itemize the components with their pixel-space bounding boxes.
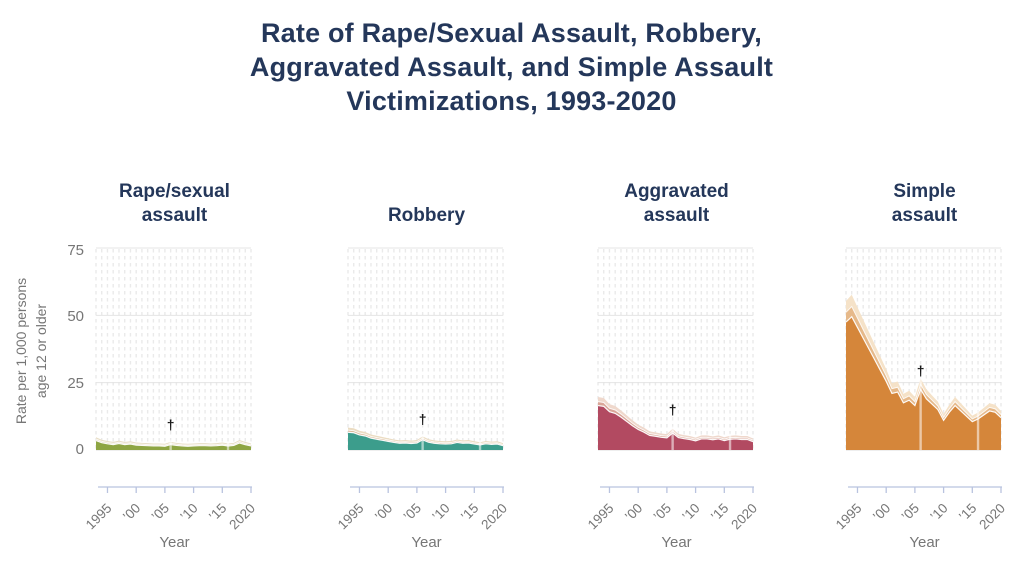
x-tick-label: ’05 — [401, 501, 424, 524]
not-comparable-dagger: † — [917, 363, 925, 379]
x-tick-label: ’15 — [458, 501, 481, 524]
x-tick-label: ’15 — [206, 501, 229, 524]
x-axis-title: Year — [159, 534, 190, 551]
not-comparable-dagger: † — [167, 416, 175, 432]
x-axis-title: Year — [661, 534, 692, 551]
y-tick-25: 25 — [67, 375, 84, 392]
chart-title-line1: Rate of Rape/Sexual Assault, Robbery, — [260, 18, 763, 48]
x-tick-label: ’00 — [622, 501, 645, 524]
x-tick-label: ’10 — [177, 501, 200, 524]
panel-rape-sexual-assault: Rape/sexual assault † 1995’00 ’05’10 ’15 20… — [83, 0, 258, 571]
x-tick-label: 2020 — [478, 501, 510, 533]
panel-title-line2: assault — [891, 205, 958, 226]
area-chart-simple-assault[interactable]: † — [845, 247, 1003, 452]
panel-title-line1: Aggravated — [624, 181, 729, 202]
x-tick-label: ’05 — [899, 501, 922, 524]
x-tick-label: ’05 — [651, 501, 674, 524]
panel-aggravated-assault: Aggravated assault † 1995’00 ’05’10 ’15 202… — [585, 0, 760, 571]
chart-title: Rate of Rape/Sexual Assault, Robbery, Ag… — [0, 16, 1023, 118]
x-tick-label: ’00 — [120, 501, 143, 524]
area-chart-aggravated-assault[interactable]: † — [597, 247, 755, 452]
chart-title-line3: Victimizations, 1993-2020 — [346, 86, 677, 116]
y-axis-label-line2: age 12 or older — [33, 303, 49, 399]
not-comparable-dagger: † — [419, 411, 427, 427]
y-tick-75: 75 — [67, 242, 84, 259]
panel-title: Simple assault — [816, 170, 1023, 228]
x-axis-title: Year — [411, 534, 442, 551]
area-chart-robbery[interactable]: † — [347, 247, 505, 452]
x-tick-label: 1995 — [83, 501, 115, 533]
not-comparable-dagger: † — [669, 402, 677, 418]
panel-title-line2: assault — [141, 205, 208, 226]
x-tick-label: 1995 — [335, 501, 367, 533]
x-tick-label: ’10 — [429, 501, 452, 524]
panel-title: Aggravated assault — [568, 170, 785, 228]
x-tick-label: ’10 — [679, 501, 702, 524]
y-tick-0: 0 — [75, 441, 84, 458]
chart-title-line2: Aggravated Assault, and Simple Assault — [249, 52, 774, 82]
x-tick-label: 2020 — [226, 501, 258, 533]
x-tick-label: ’00 — [372, 501, 395, 524]
x-tick-label: ’10 — [927, 501, 950, 524]
x-tick-label: 2020 — [728, 501, 760, 533]
panel-title-line1: Simple — [893, 181, 956, 202]
x-tick-label: 2020 — [976, 501, 1008, 533]
y-tick-50: 50 — [67, 308, 84, 325]
y-axis-label: Rate per 1,000 persons age 12 or older — [11, 236, 53, 466]
panel-title-line2: assault — [643, 205, 710, 226]
y-axis-label-line1: Rate per 1,000 persons — [13, 277, 29, 425]
x-tick-label: ’05 — [149, 501, 172, 524]
x-tick-label: 1995 — [833, 501, 865, 533]
x-tick-label: ’00 — [870, 501, 893, 524]
x-tick-label: ’15 — [708, 501, 731, 524]
panel-title-line1: Robbery — [387, 205, 466, 226]
x-tick-label: 1995 — [585, 501, 617, 533]
panel-simple-assault: Simple assault † 1995’00 ’05’10 ’15 2020 Ye… — [833, 0, 1008, 571]
panel-title: Robbery — [318, 170, 535, 228]
panel-robbery: Robbery † 1995’00 ’05’10 ’15 2020 Year — [335, 0, 510, 571]
x-axis-title: Year — [909, 534, 940, 551]
x-tick-label: ’15 — [956, 501, 979, 524]
panel-title-line1: Rape/sexual — [119, 181, 230, 202]
panel-title: Rape/sexual assault — [66, 170, 283, 228]
area-chart-rape-sexual-assault[interactable]: † — [95, 247, 253, 452]
